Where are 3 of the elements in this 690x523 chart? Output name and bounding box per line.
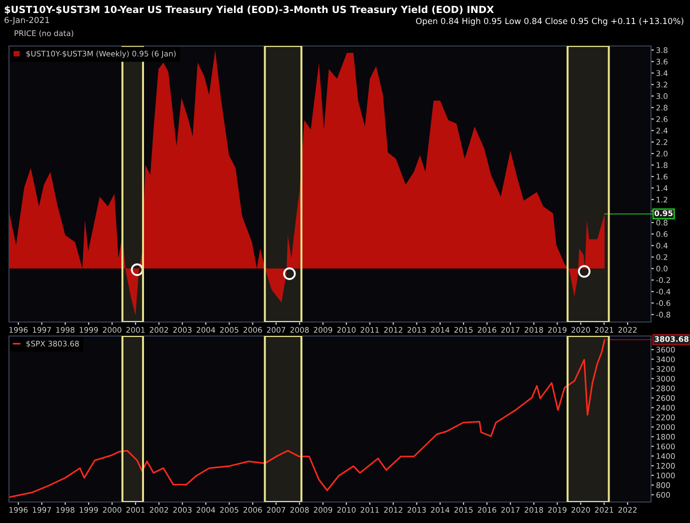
chart-title: $UST10Y-$UST3M 10-Year US Treasury Yield (EOD)-3-Month US Treasury Yield (EOD) INDX <box>4 6 494 16</box>
chart-subtitle: 6-Jan-2021 <box>4 16 50 25</box>
text: Open 0.84 High 0.95 Low 0.84 Close 0.95 Chg +0.11 (+13.10%) <box>416 18 684 26</box>
